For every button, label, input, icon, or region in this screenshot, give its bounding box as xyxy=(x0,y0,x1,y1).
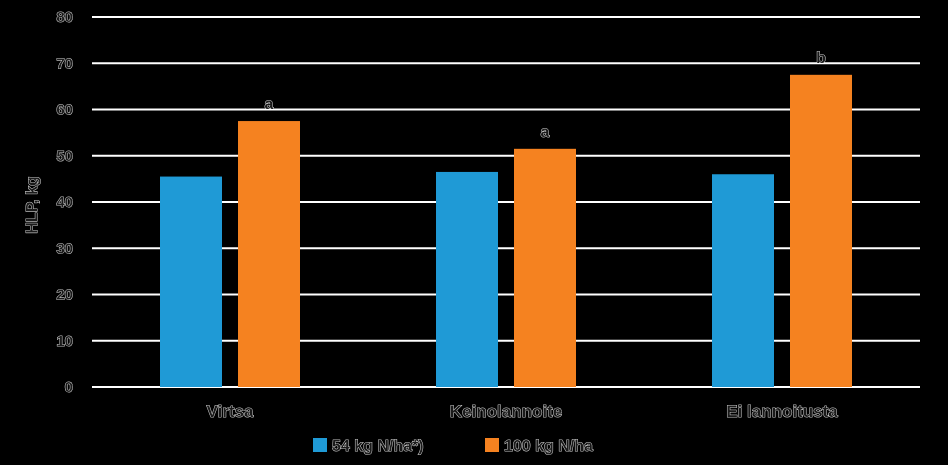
legend-label: 100 kg N/ha xyxy=(504,438,593,455)
category-label: Ei lannoitusta xyxy=(726,402,838,421)
bar-series1 xyxy=(436,171,498,387)
y-tick-label: 50 xyxy=(56,148,73,165)
legend-label: 54 kg N/ha*) xyxy=(332,438,424,455)
category-label: Keinolannoite xyxy=(450,402,562,421)
bar-series1 xyxy=(160,176,222,387)
legend: 54 kg N/ha*) 100 kg N/ha xyxy=(313,438,593,455)
y-axis-ticks: 0 10 20 30 40 50 60 70 80 xyxy=(56,9,73,397)
bar-series2 xyxy=(238,121,300,387)
y-tick-label: 20 xyxy=(56,287,73,304)
bar-annotations: a a b xyxy=(264,49,826,141)
y-tick-label: 60 xyxy=(56,102,73,119)
category-label: Virtsa xyxy=(207,402,254,421)
significance-letter: a xyxy=(541,124,550,141)
y-axis-label: HLP, kg xyxy=(24,176,41,234)
significance-letter: a xyxy=(265,96,274,113)
y-tick-label: 30 xyxy=(56,240,73,257)
y-tick-label: 40 xyxy=(56,194,73,211)
bar-series2 xyxy=(790,74,852,387)
y-tick-label: 0 xyxy=(65,379,73,396)
legend-swatch xyxy=(485,438,499,452)
bar-series1 xyxy=(712,174,774,387)
y-tick-label: 10 xyxy=(56,333,73,350)
legend-swatch xyxy=(313,438,327,452)
y-tick-label: 80 xyxy=(56,9,73,26)
significance-letter: b xyxy=(816,50,826,67)
gridlines xyxy=(92,16,920,388)
bar-series2 xyxy=(514,148,576,387)
y-tick-label: 70 xyxy=(56,55,73,72)
x-axis-categories: Virtsa Keinolannoite Ei lannoitusta xyxy=(206,402,839,422)
bars xyxy=(160,74,852,387)
